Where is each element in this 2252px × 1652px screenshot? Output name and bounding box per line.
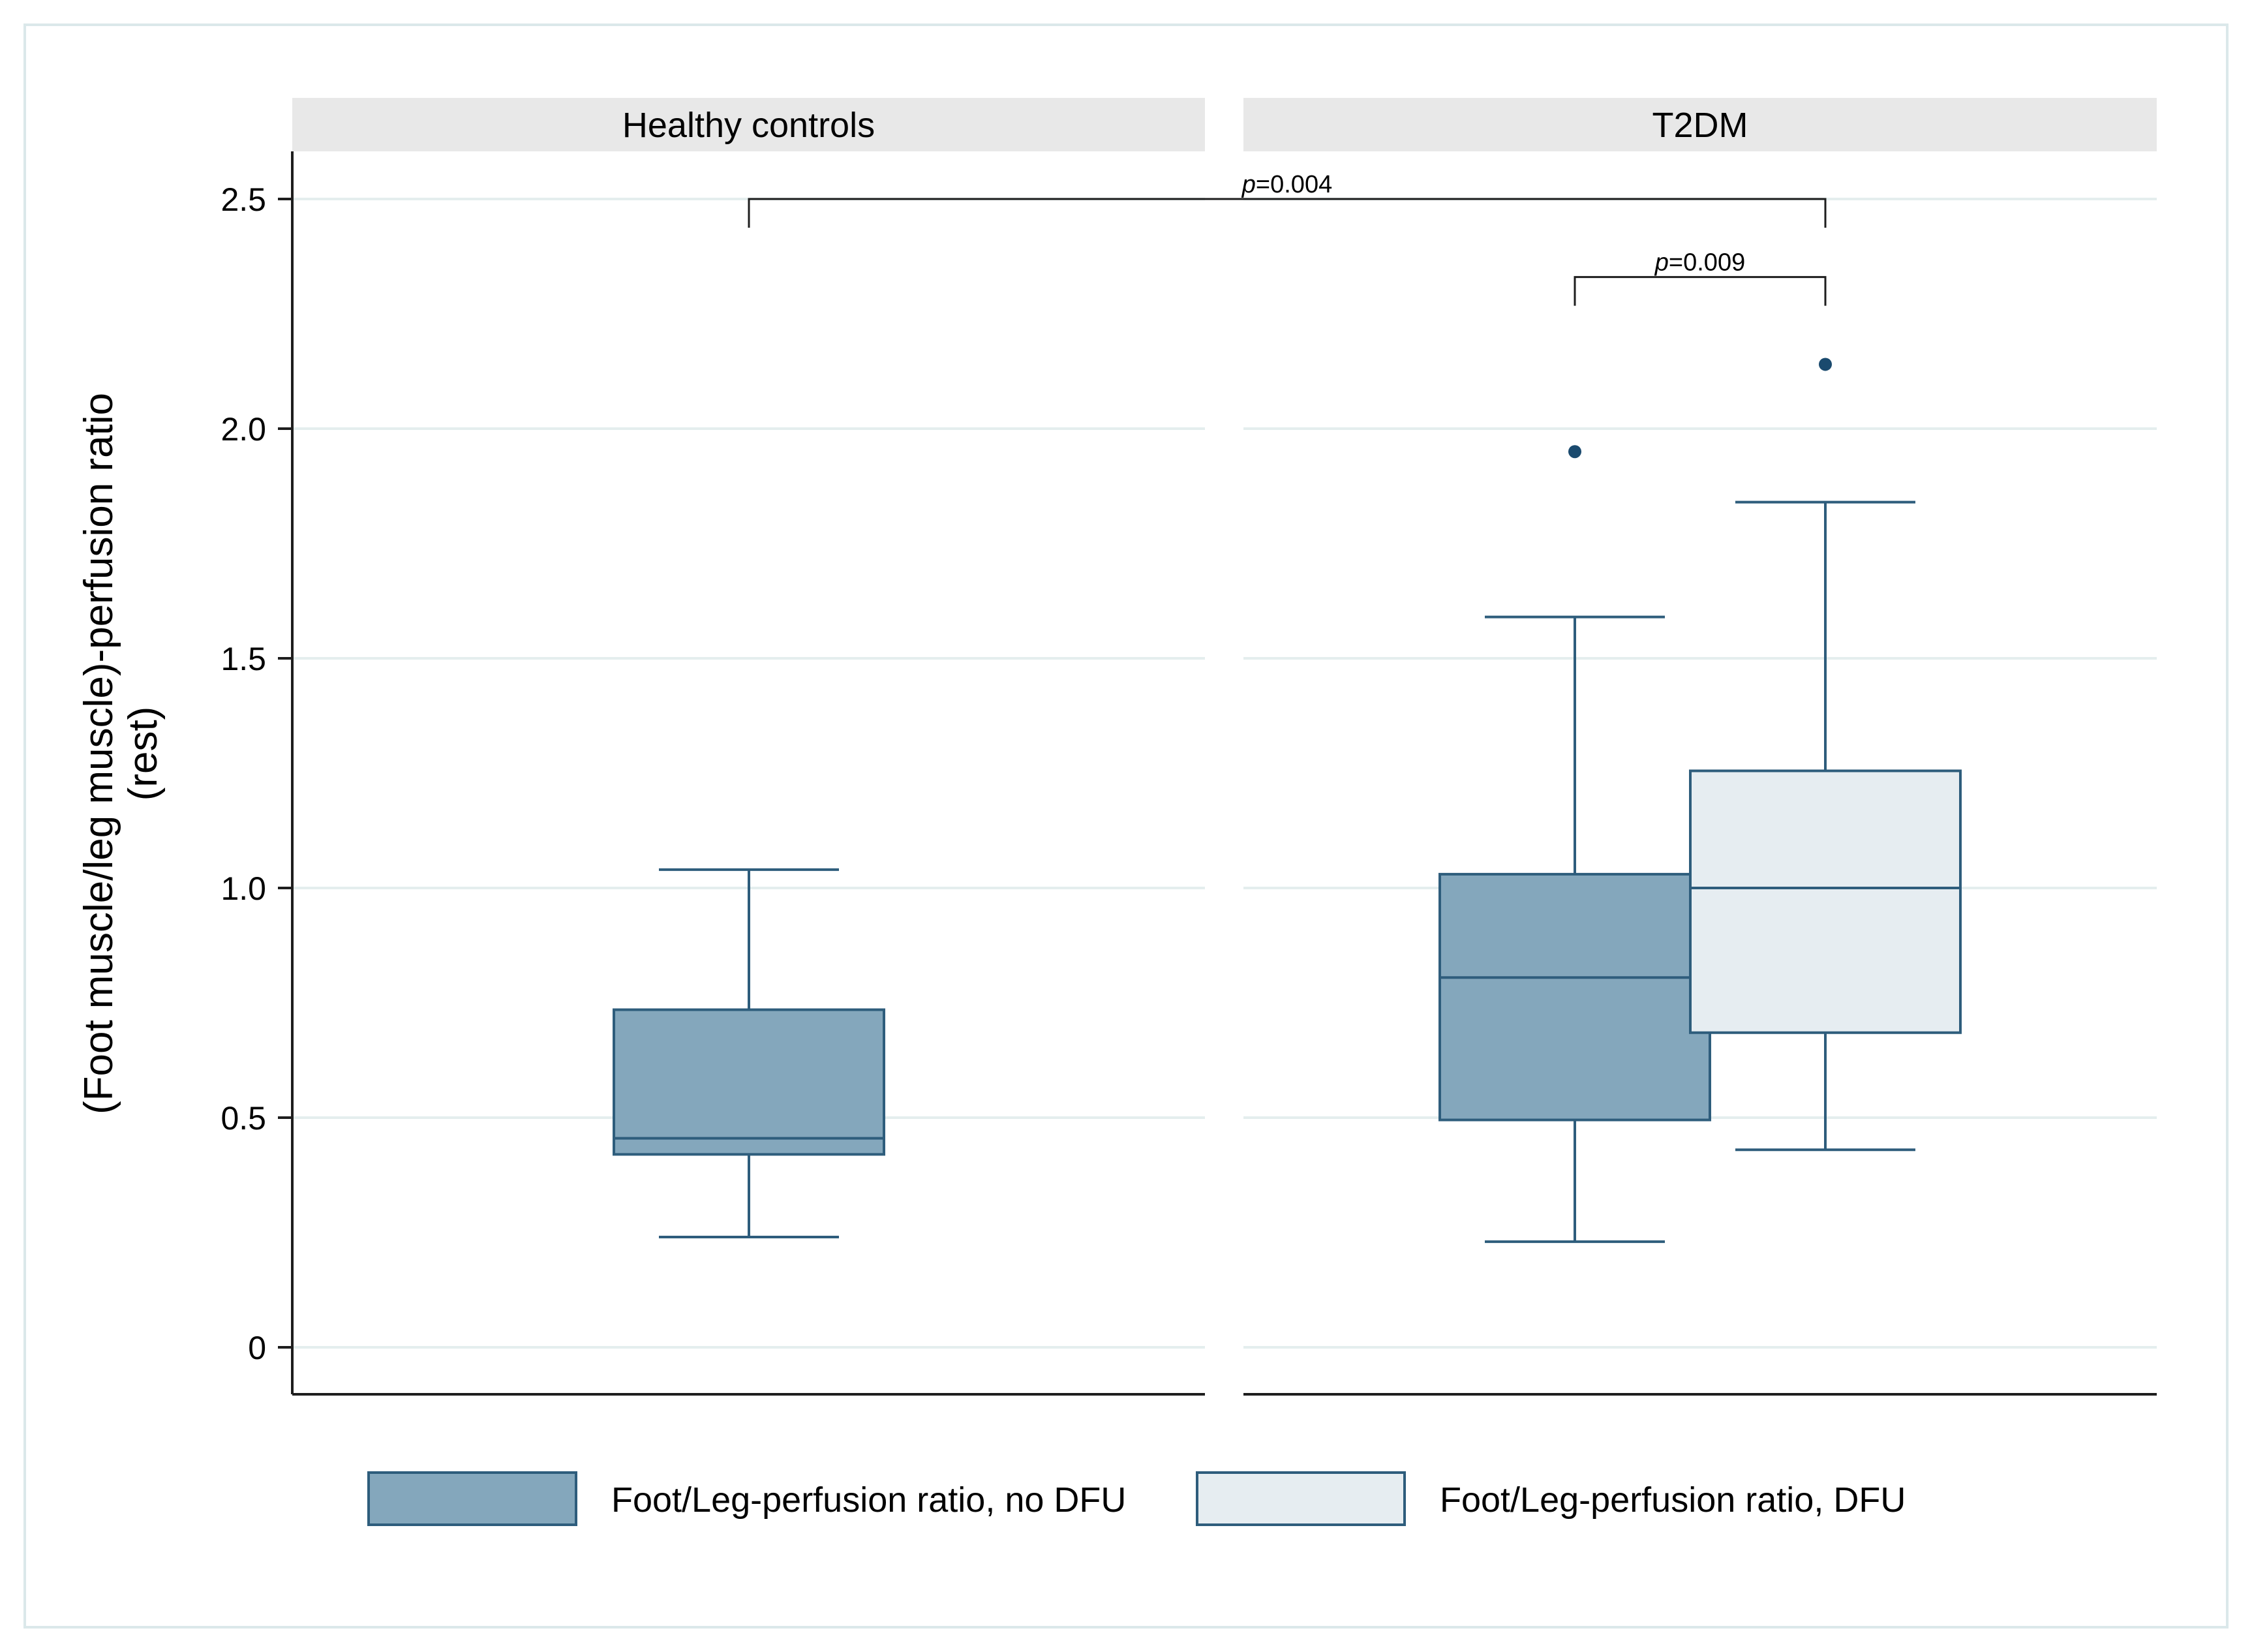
legend: Foot/Leg-perfusion ratio, no DFU Foot/Leg…	[367, 1471, 1906, 1526]
iqr-box	[613, 1008, 885, 1156]
iqr-box	[1438, 872, 1711, 1122]
boxes	[613, 358, 1962, 1244]
strip-healthy	[292, 98, 1205, 151]
significance-bracket-1: p=0.009	[1574, 249, 1827, 306]
legend-label: Foot/Leg-perfusion ratio, DFU	[1440, 1480, 1906, 1520]
panel-title-t2dm: T2DM	[1652, 106, 1748, 145]
y-tick-label-1: 0.5	[221, 1100, 266, 1137]
p-value-label: p=0.009	[1654, 249, 1745, 277]
legend-swatch	[1196, 1471, 1406, 1526]
y-tick-label-0: 0	[248, 1330, 266, 1366]
p-value: =0.009	[1669, 249, 1745, 277]
y-tick-label-4: 2.0	[221, 411, 266, 448]
p-value-label: p=0.004	[1241, 171, 1332, 198]
p-value: =0.004	[1256, 171, 1332, 198]
box-t2dm-no_dfu	[1438, 445, 1711, 1244]
y-tick-label-5: 2.5	[221, 181, 266, 218]
strip-t2dm	[1243, 98, 2157, 151]
box-healthy-no_dfu	[613, 868, 885, 1239]
iqr-box	[1689, 769, 1962, 1034]
y-axis-label-line1: (Foot muscle/leg muscle)-perfusion ratio	[76, 393, 121, 1114]
legend-swatch	[367, 1471, 577, 1526]
grid-layer	[292, 198, 2157, 1349]
outlier-point-0	[1568, 445, 1581, 459]
legend-item-no_dfu: Foot/Leg-perfusion ratio, no DFU	[367, 1471, 1126, 1526]
legend-label: Foot/Leg-perfusion ratio, no DFU	[611, 1480, 1126, 1520]
p-symbol: p	[1241, 171, 1256, 198]
y-tick-label-3: 1.5	[221, 641, 266, 677]
panel-strips: Healthy controls T2DM	[292, 98, 2157, 151]
p-symbol: p	[1654, 249, 1669, 277]
y-axis-label-line2: (rest)	[121, 707, 166, 801]
panel-title-healthy: Healthy controls	[622, 106, 875, 145]
y-tick-label-2: 1.0	[221, 870, 266, 907]
legend-item-dfu: Foot/Leg-perfusion ratio, DFU	[1196, 1471, 1906, 1526]
significance-bracket-0: p=0.004	[748, 171, 1827, 228]
axes: 0 0.5 1.0 1.5 2.0 2.5	[221, 151, 2157, 1396]
outlier-point-0	[1819, 358, 1832, 371]
bracket-line	[1574, 276, 1827, 306]
box-t2dm-dfu	[1689, 358, 1962, 1152]
bracket-line	[748, 198, 1827, 228]
